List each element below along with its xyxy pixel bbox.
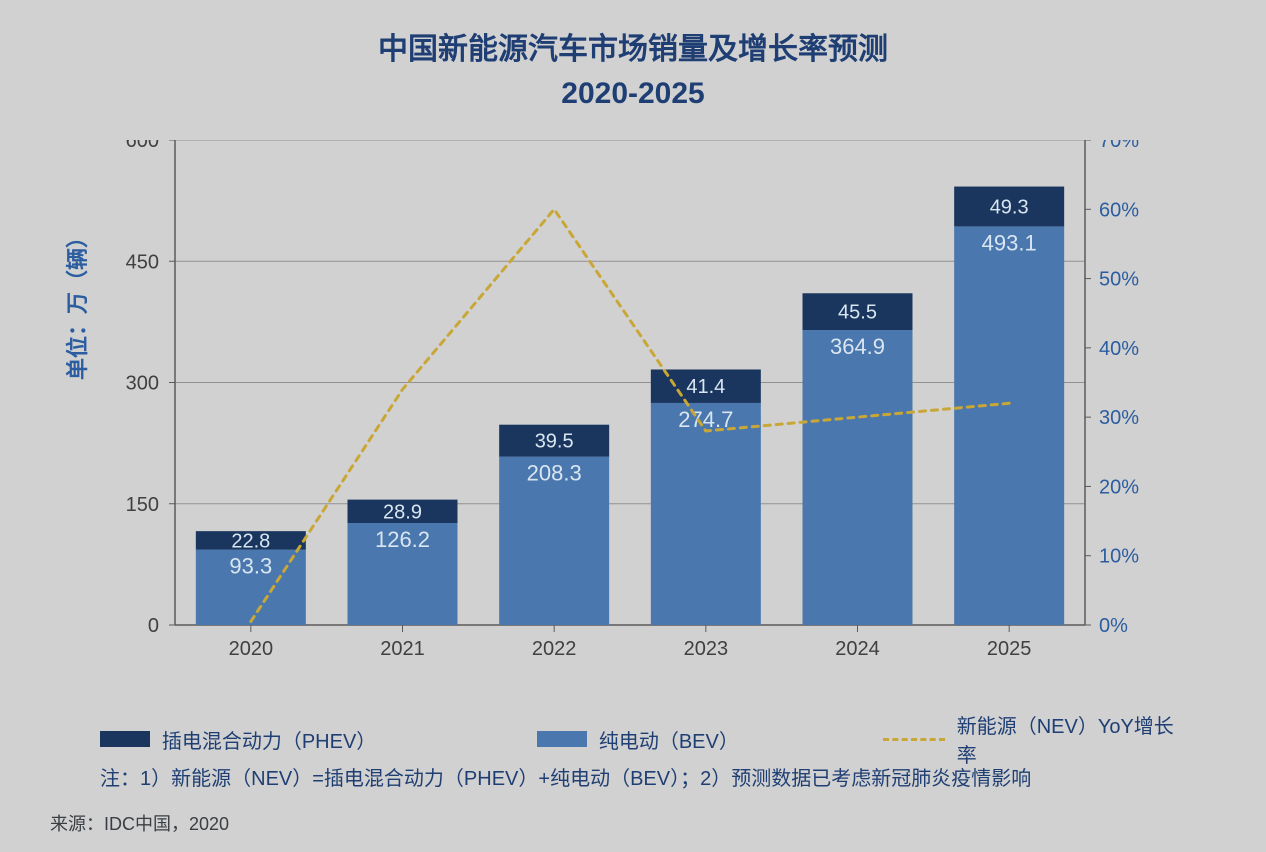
svg-text:2023: 2023 xyxy=(684,638,729,660)
svg-text:22.8: 22.8 xyxy=(231,530,270,552)
page-root: 中国新能源汽车市场销量及增长率预测 2020-2025 单位：万（辆） 0150… xyxy=(0,0,1266,852)
legend-swatch-phev xyxy=(100,731,150,747)
legend-item-yoy: 新能源（NEV）YoY增长率 xyxy=(883,710,1184,768)
legend-item-phev: 插电混合动力（PHEV） xyxy=(100,725,367,754)
svg-text:0: 0 xyxy=(148,615,159,637)
svg-text:2025: 2025 xyxy=(987,638,1032,660)
svg-text:2022: 2022 xyxy=(532,638,577,660)
legend-label-yoy: 新能源（NEV）YoY增长率 xyxy=(957,710,1184,768)
legend-label-bev: 纯电动（BEV） xyxy=(599,725,733,754)
svg-text:0%: 0% xyxy=(1099,615,1128,637)
svg-text:41.4: 41.4 xyxy=(686,376,725,398)
chart-legend: 插电混合动力（PHEV） 纯电动（BEV） 新能源（NEV）YoY增长率 xyxy=(100,710,1200,768)
svg-text:2020: 2020 xyxy=(229,638,273,660)
svg-text:30%: 30% xyxy=(1099,407,1139,429)
svg-text:300: 300 xyxy=(126,373,159,395)
svg-text:60%: 60% xyxy=(1099,199,1139,221)
svg-text:50%: 50% xyxy=(1099,269,1139,291)
svg-text:70%: 70% xyxy=(1099,140,1139,152)
legend-swatch-bev xyxy=(537,731,587,747)
svg-text:364.9: 364.9 xyxy=(830,334,885,359)
svg-text:150: 150 xyxy=(126,494,159,516)
svg-text:40%: 40% xyxy=(1099,338,1139,360)
chart-plot-area: 0 150 300 450 600 0% 10% 20% 30% 40% 50% 60% 70% 93.3… xyxy=(85,140,1175,685)
svg-text:28.9: 28.9 xyxy=(383,501,422,523)
legend-dashed-line-icon xyxy=(883,738,944,741)
chart-source: 来源：IDC中国，2020 xyxy=(50,810,229,836)
chart-title-line2: 2020-2025 xyxy=(0,74,1266,114)
svg-text:600: 600 xyxy=(126,140,159,152)
svg-text:208.3: 208.3 xyxy=(527,461,582,486)
svg-text:2021: 2021 xyxy=(380,638,425,660)
svg-text:49.3: 49.3 xyxy=(990,196,1029,218)
legend-item-bev: 纯电动（BEV） xyxy=(537,725,733,754)
chart-footnote: 注：1）新能源（NEV）=插电混合动力（PHEV）+纯电动（BEV）；2）预测数… xyxy=(100,762,1200,791)
svg-text:493.1: 493.1 xyxy=(982,230,1037,255)
svg-text:10%: 10% xyxy=(1099,546,1139,568)
svg-text:39.5: 39.5 xyxy=(535,431,574,453)
chart-title: 中国新能源汽车市场销量及增长率预测 2020-2025 xyxy=(0,30,1266,114)
legend-label-phev: 插电混合动力（PHEV） xyxy=(162,725,368,754)
svg-text:93.3: 93.3 xyxy=(229,554,272,579)
svg-text:20%: 20% xyxy=(1099,476,1139,498)
svg-text:450: 450 xyxy=(126,251,159,273)
svg-text:274.7: 274.7 xyxy=(678,407,733,432)
svg-text:45.5: 45.5 xyxy=(838,302,877,324)
chart-title-line1: 中国新能源汽车市场销量及增长率预测 xyxy=(0,30,1266,70)
svg-text:126.2: 126.2 xyxy=(375,527,430,552)
svg-text:2024: 2024 xyxy=(835,638,880,660)
